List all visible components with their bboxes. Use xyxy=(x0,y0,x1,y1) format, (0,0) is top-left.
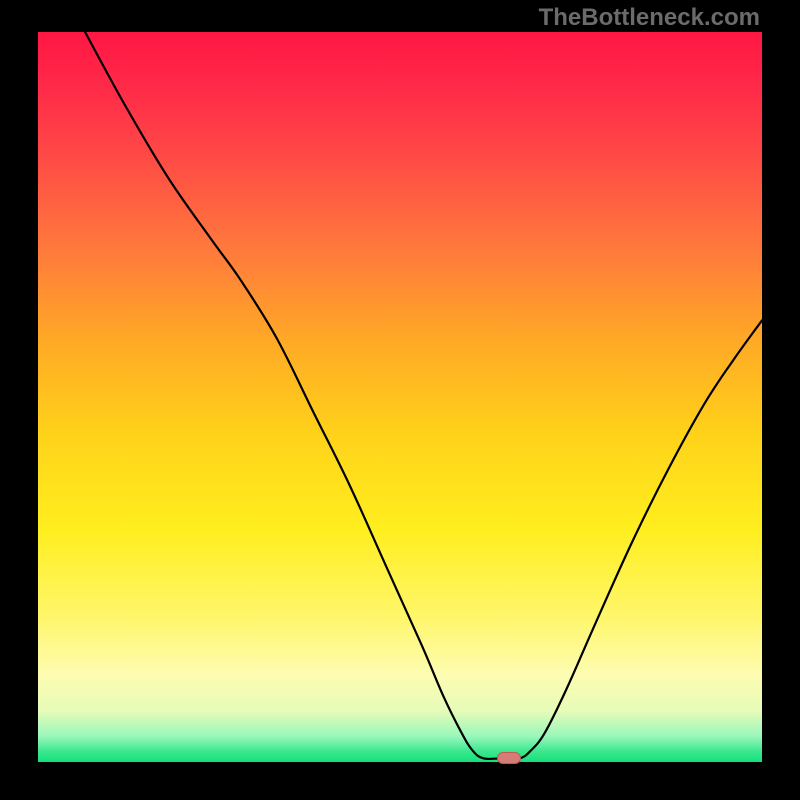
chart-plot xyxy=(38,32,762,762)
watermark-text: TheBottleneck.com xyxy=(539,4,760,32)
minimum-marker xyxy=(497,752,521,764)
chart-outer: TheBottleneck.com xyxy=(0,0,800,800)
